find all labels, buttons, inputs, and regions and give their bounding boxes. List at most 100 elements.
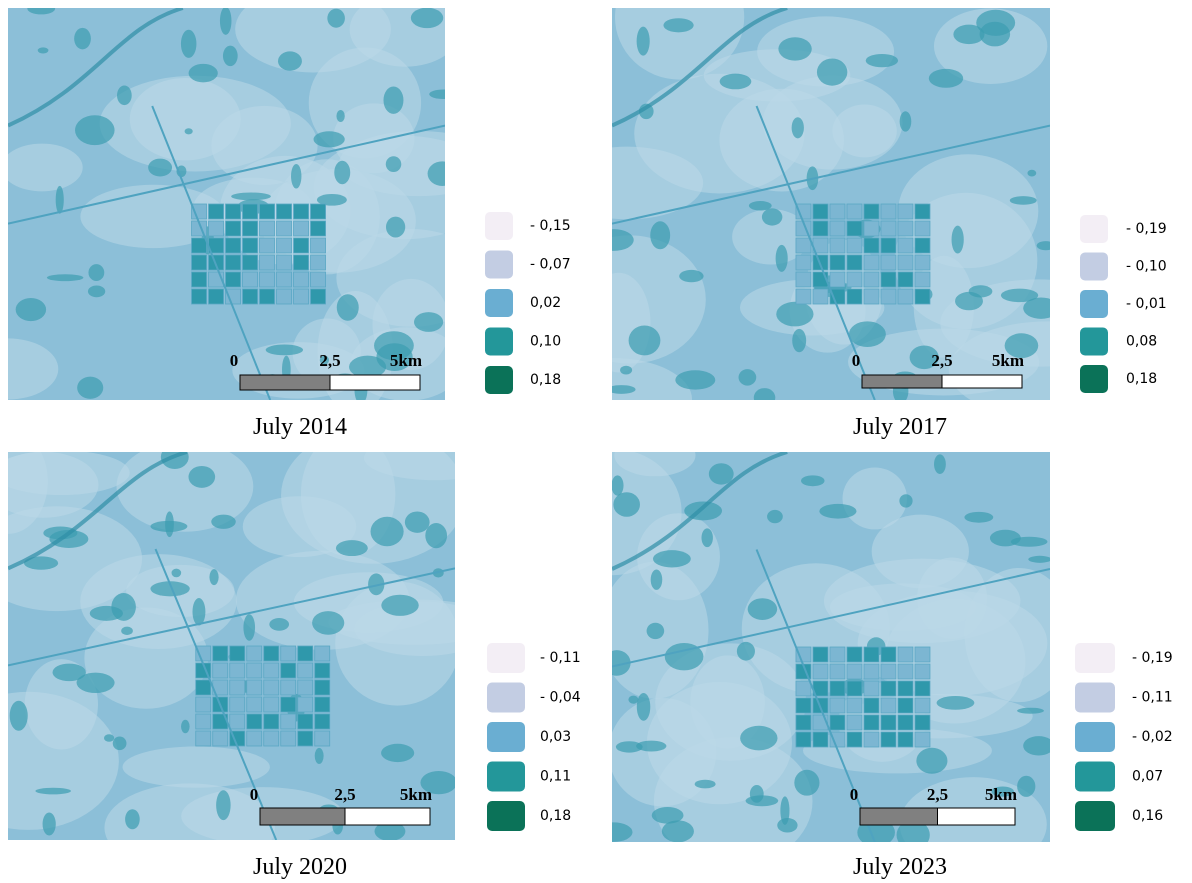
field-plot xyxy=(847,647,862,662)
vegetation-patch xyxy=(220,7,232,35)
vegetation-patch xyxy=(899,494,912,507)
vegetation-patch xyxy=(429,90,457,99)
vegetation-patch xyxy=(383,86,403,113)
vegetation-patch xyxy=(1017,708,1044,714)
legend-swatch xyxy=(485,366,513,394)
field-plot xyxy=(281,663,296,678)
field-plot xyxy=(277,238,292,253)
panel-caption: July 2023 xyxy=(853,854,947,880)
field-plot xyxy=(796,289,811,304)
legend-label: 0,03 xyxy=(540,729,571,745)
vegetation-patch xyxy=(653,550,691,567)
vegetation-patch xyxy=(801,475,825,486)
field-plot xyxy=(830,272,845,287)
field-plot xyxy=(881,255,896,270)
field-plot xyxy=(881,698,896,713)
vegetation-patch xyxy=(929,69,963,88)
field-plot xyxy=(298,714,313,729)
field-plot xyxy=(847,255,862,270)
field-plot xyxy=(264,731,279,746)
scale-label: 2,5 xyxy=(334,785,355,804)
field-plot xyxy=(898,221,913,236)
legend-label: 0,16 xyxy=(1132,808,1163,824)
field-plot xyxy=(847,289,862,304)
field-plot xyxy=(813,204,828,219)
field-plot xyxy=(264,697,279,712)
field-plot xyxy=(898,732,913,747)
field-plot xyxy=(898,272,913,287)
vegetation-patch xyxy=(337,294,359,321)
field-plot xyxy=(264,680,279,695)
legend-swatch xyxy=(1080,215,1108,243)
field-plot xyxy=(796,238,811,253)
vegetation-patch xyxy=(1027,170,1036,177)
field-plot xyxy=(864,715,879,730)
vegetation-patch xyxy=(189,64,218,83)
light-area xyxy=(211,106,317,185)
vegetation-patch xyxy=(754,388,776,407)
vegetation-patch xyxy=(817,59,847,86)
figure: 02,55km- 0,15- 0,070,020,100,18July 2014… xyxy=(0,0,1192,883)
legend-swatch xyxy=(485,212,513,240)
vegetation-patch xyxy=(792,329,806,352)
field-plot xyxy=(243,272,258,287)
field-plot xyxy=(264,646,279,661)
legend-label: - 0,11 xyxy=(540,650,581,666)
field-plot xyxy=(277,255,292,270)
field-plot xyxy=(915,272,930,287)
field-plot xyxy=(864,204,879,219)
vegetation-patch xyxy=(75,115,115,145)
legend-swatch xyxy=(1075,683,1115,713)
vegetation-patch xyxy=(740,726,777,751)
field-plot xyxy=(813,732,828,747)
panel-caption: July 2020 xyxy=(253,854,347,880)
field-plot xyxy=(226,204,241,219)
vegetation-patch xyxy=(937,696,975,710)
scale-bar-light xyxy=(330,375,420,390)
vegetation-patch xyxy=(88,286,105,298)
vegetation-patch xyxy=(702,528,713,547)
vegetation-patch xyxy=(77,377,103,399)
field-plot xyxy=(847,664,862,679)
vegetation-patch xyxy=(121,627,133,635)
vegetation-patch xyxy=(637,27,650,56)
field-plot xyxy=(230,646,245,661)
field-plot xyxy=(247,731,262,746)
field-plot xyxy=(196,697,211,712)
vegetation-patch xyxy=(767,510,783,523)
field-plot xyxy=(281,731,296,746)
vegetation-patch xyxy=(695,780,716,789)
scale-label: 0 xyxy=(850,785,859,804)
field-plot xyxy=(311,221,326,236)
vegetation-patch xyxy=(47,274,84,281)
field-plot xyxy=(915,664,930,679)
vegetation-patch xyxy=(10,701,28,731)
field-plot xyxy=(898,238,913,253)
vegetation-patch xyxy=(125,809,140,829)
field-plot xyxy=(196,680,211,695)
scale-label: 5km xyxy=(390,351,422,370)
field-plot xyxy=(298,697,313,712)
field-plot xyxy=(847,732,862,747)
legend-label: - 0,19 xyxy=(1132,650,1173,666)
field-plot xyxy=(209,204,224,219)
field-plot xyxy=(915,238,930,253)
vegetation-patch xyxy=(720,74,752,90)
vegetation-patch xyxy=(776,245,788,272)
vegetation-patch xyxy=(1037,241,1055,250)
field-plot xyxy=(881,664,896,679)
field-plot xyxy=(915,698,930,713)
field-plot xyxy=(796,255,811,270)
field-plot xyxy=(315,714,330,729)
scale-bar-light xyxy=(345,808,430,825)
field-plot xyxy=(311,272,326,287)
field-plot xyxy=(247,697,262,712)
vegetation-patch xyxy=(312,611,344,635)
field-plot xyxy=(315,646,330,661)
field-plot xyxy=(847,272,862,287)
field-plot xyxy=(243,204,258,219)
field-plot xyxy=(192,289,207,304)
field-plot xyxy=(864,698,879,713)
panel-caption: July 2014 xyxy=(253,414,347,440)
